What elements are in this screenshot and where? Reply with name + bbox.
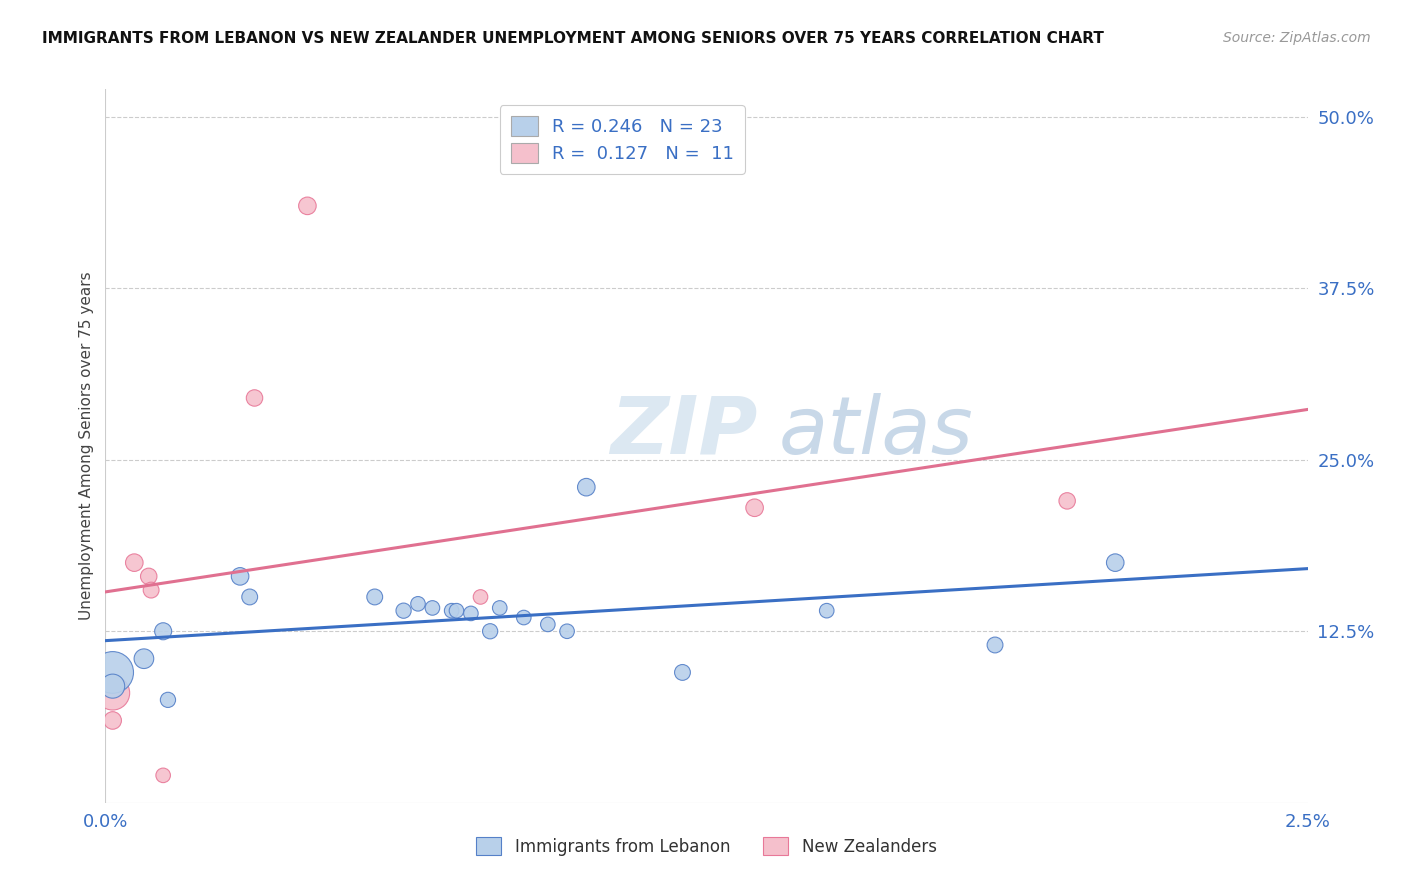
Point [422,601,444,615]
Point [575,480,598,494]
Point [984,638,1007,652]
Point [152,768,174,782]
Point [239,590,262,604]
Point [537,617,560,632]
Point [406,597,429,611]
Point [297,199,319,213]
Point [488,601,510,615]
Point [671,665,693,680]
Point [744,500,766,515]
Point [138,569,160,583]
Point [555,624,578,639]
Point [1104,556,1126,570]
Text: atlas: atlas [779,392,973,471]
Point [446,604,468,618]
Y-axis label: Unemployment Among Seniors over 75 years: Unemployment Among Seniors over 75 years [79,272,94,620]
Point [139,583,162,598]
Point [440,604,463,618]
Point [124,556,146,570]
Point [1056,494,1078,508]
Point [229,569,252,583]
Legend: R = 0.246   N = 23, R =  0.127   N =  11: R = 0.246 N = 23, R = 0.127 N = 11 [499,105,745,174]
Point [470,590,492,604]
Text: Source: ZipAtlas.com: Source: ZipAtlas.com [1223,31,1371,45]
Point [132,651,155,665]
Point [243,391,266,405]
Point [152,624,174,639]
Point [460,607,482,621]
Text: ZIP: ZIP [610,392,758,471]
Point [513,610,536,624]
Point [156,693,179,707]
Text: IMMIGRANTS FROM LEBANON VS NEW ZEALANDER UNEMPLOYMENT AMONG SENIORS OVER 75 YEAR: IMMIGRANTS FROM LEBANON VS NEW ZEALANDER… [42,31,1104,46]
Point [364,590,387,604]
Point [101,665,124,680]
Point [392,604,415,618]
Point [101,679,124,693]
Point [479,624,502,639]
Point [101,714,124,728]
Point [101,686,124,700]
Point [815,604,838,618]
